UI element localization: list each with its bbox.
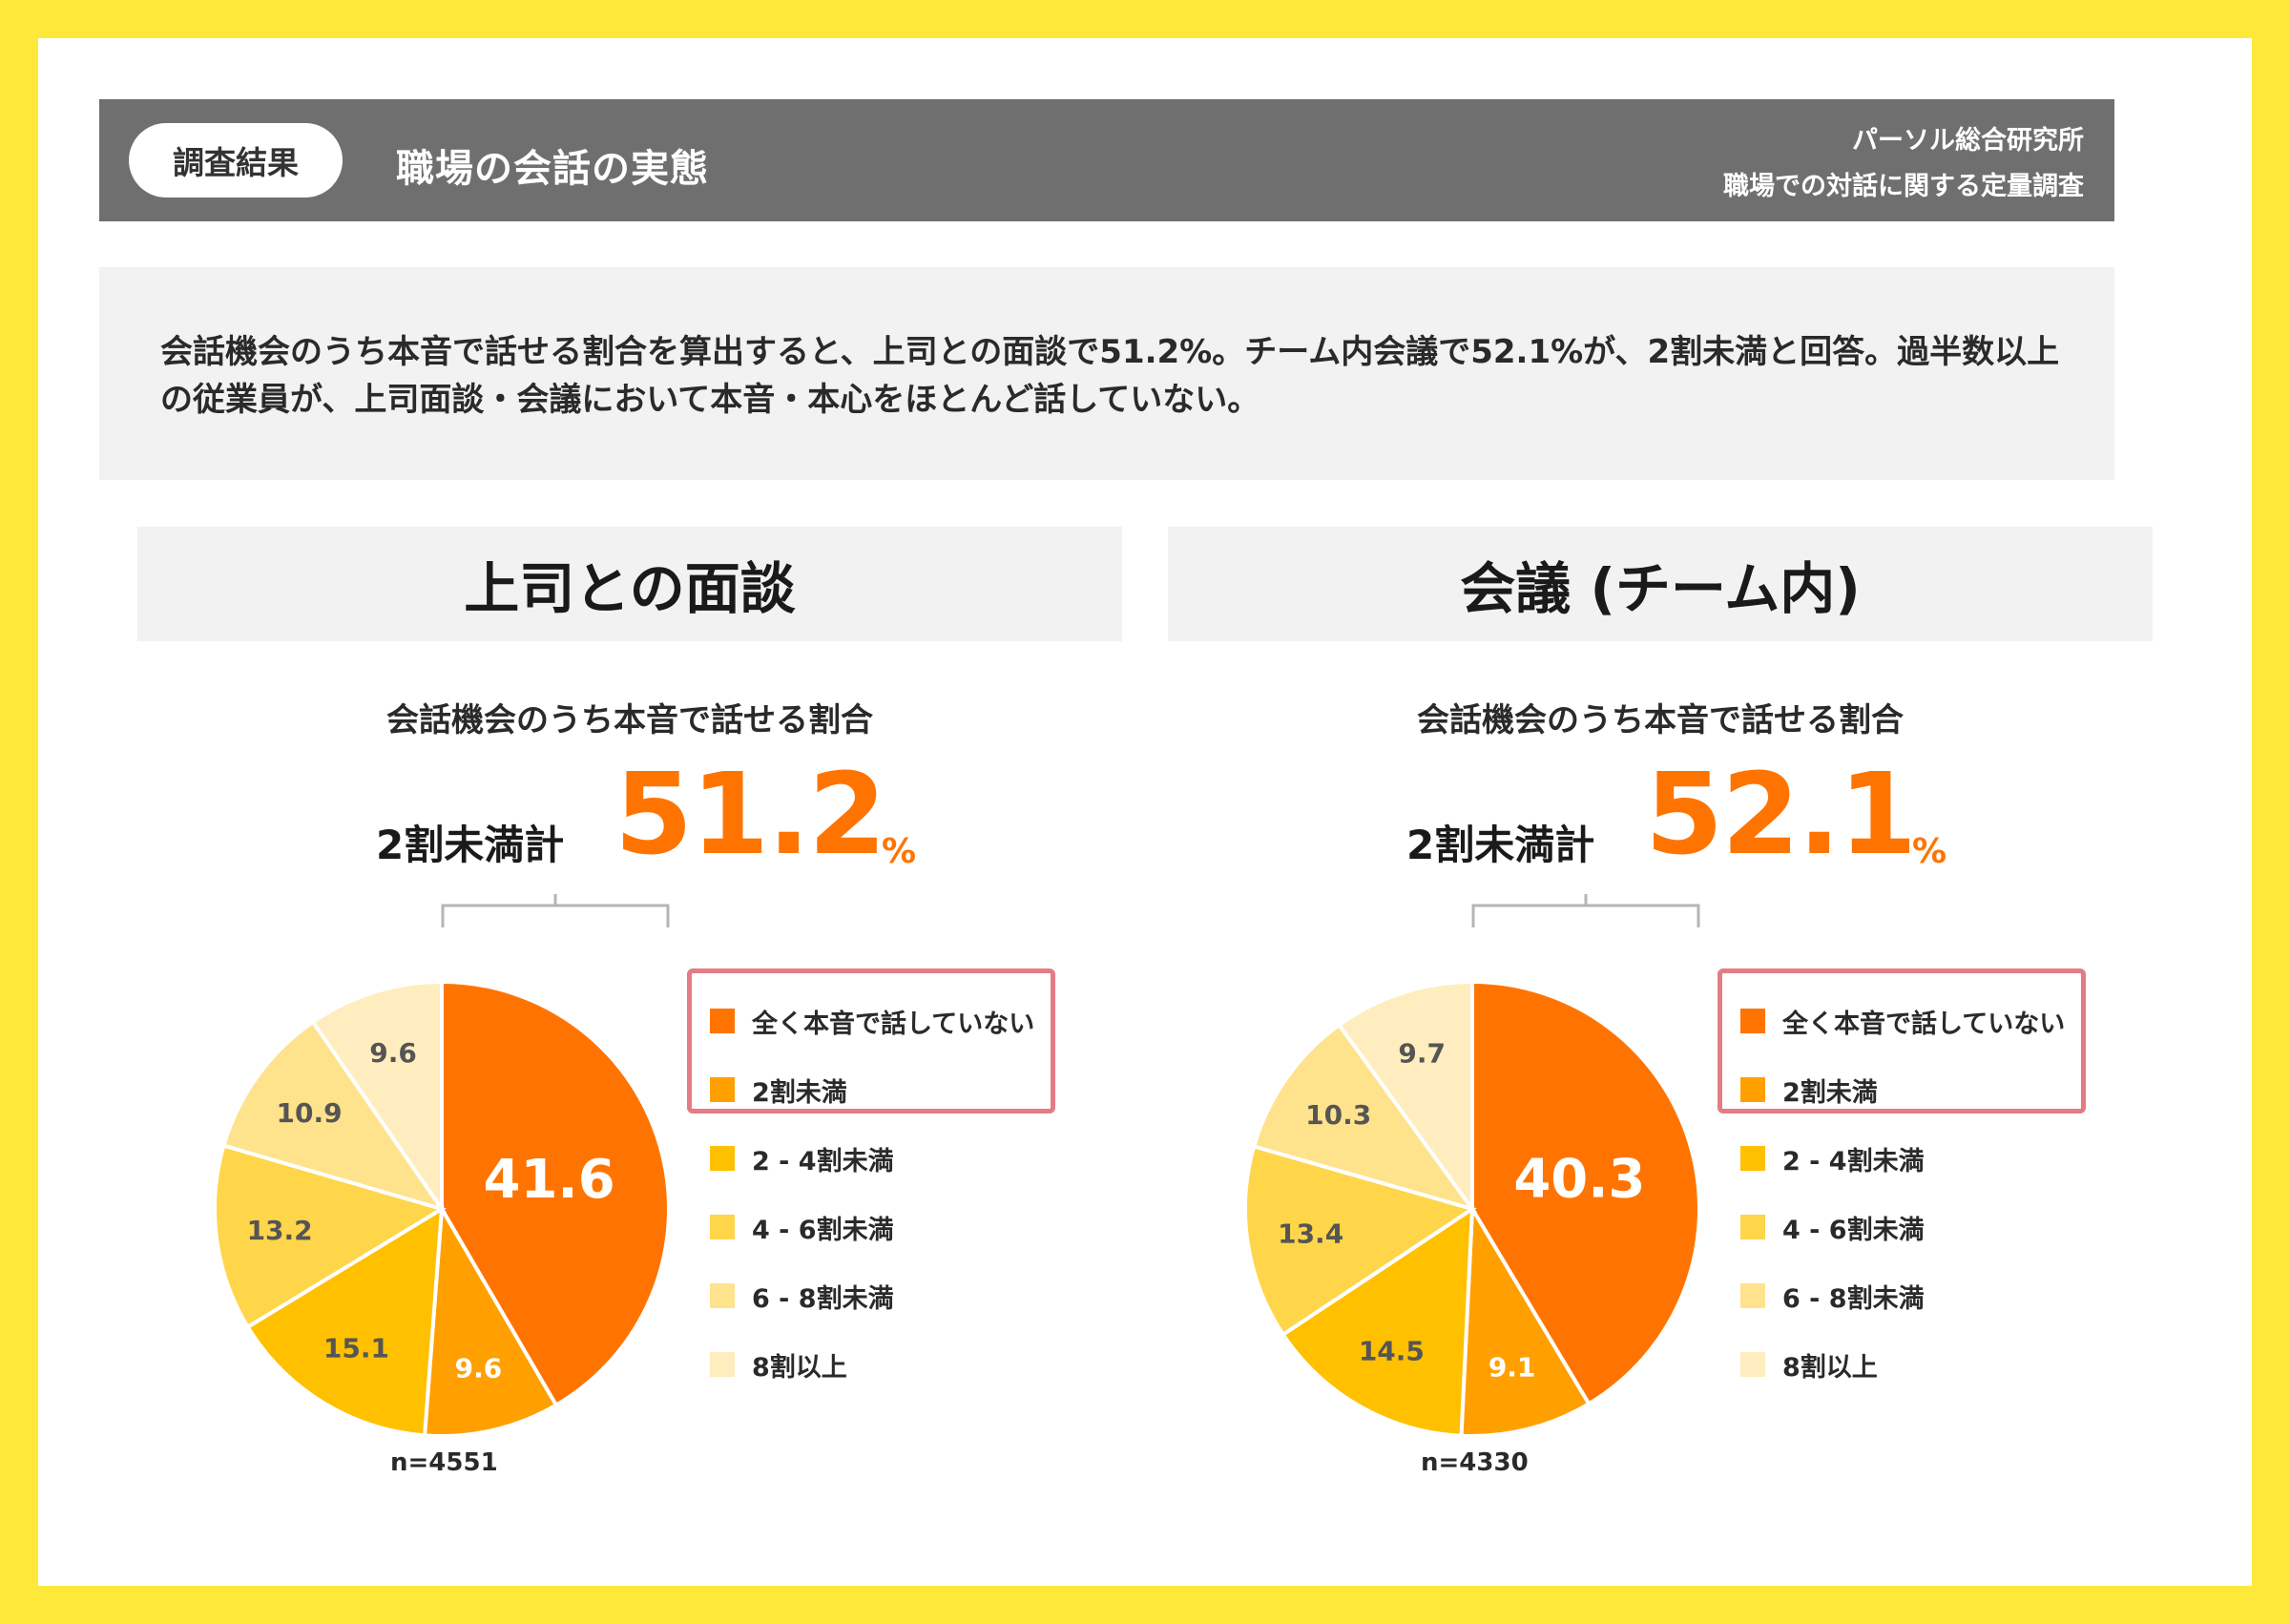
legend-swatch	[710, 1352, 735, 1377]
pie-slice	[1336, 979, 1474, 1216]
legend-item: 4 - 6割未満	[1740, 1210, 1925, 1245]
legend-swatch	[710, 1215, 735, 1239]
legend-label: 2割未満	[1782, 1077, 1878, 1108]
pie-slice	[213, 1143, 447, 1330]
legend-label: 4 - 6割未満	[1782, 1215, 1925, 1245]
pie-data-label: 10.3	[1305, 1099, 1371, 1131]
pie-slice	[244, 1205, 445, 1438]
legend-item: 全く本音で話していない	[1740, 1004, 2066, 1039]
legend-label: 6 - 8割未満	[752, 1283, 894, 1314]
result-badge: 調査結果	[129, 123, 343, 198]
legend-item: 2割未満	[710, 1072, 847, 1108]
legend-label: 全く本音で話していない	[1782, 1009, 2066, 1039]
legend-label: 2 - 4割未満	[752, 1146, 894, 1176]
pie-data-label: 15.1	[323, 1333, 389, 1364]
legend-swatch	[1740, 1077, 1765, 1102]
legend-item: 2 - 4割未満	[710, 1141, 894, 1176]
pie-chart: 40.3 9.1 14.5 13.4 10.3 9.7	[1243, 979, 1701, 1438]
pie-data-label: 9.7	[1398, 1037, 1446, 1069]
total-unit: %	[1912, 832, 1947, 871]
pie-slice	[1470, 979, 1701, 1406]
sample-size: n=4330	[1421, 1448, 1529, 1477]
chart-subtitle: 会話機会のうち本音で話せる割合	[1417, 701, 1904, 739]
source-info: パーソル総合研究所 職場での対話に関する定量調査	[1723, 118, 2084, 210]
panel-team-meeting: 会議 (チーム内) 会話機会のうち本音で話せる割合 2割未満計 52.1 % 4…	[1168, 527, 2153, 1481]
legend-swatch	[1740, 1215, 1765, 1239]
pie-data-label: 9.6	[455, 1352, 503, 1384]
legend-swatch	[1740, 1283, 1765, 1308]
legend-item: 4 - 6割未満	[710, 1210, 894, 1245]
pie-slice	[1459, 1202, 1592, 1438]
pie-slice	[310, 979, 444, 1216]
chart-subtitle: 会話機会のうち本音で話せる割合	[386, 701, 873, 739]
legend-label: 8割以上	[1782, 1352, 1878, 1383]
pie-slice	[1280, 1205, 1475, 1438]
header-bar: 調査結果 職場の会話の実態 パーソル総合研究所 職場での対話に関する定量調査	[99, 99, 2114, 221]
legend-swatch	[710, 1077, 735, 1102]
pie-data-label: 41.6	[483, 1149, 614, 1211]
legend-item: 2割未満	[1740, 1072, 1878, 1108]
legend-swatch	[710, 1009, 735, 1033]
legend-item: 2 - 4割未満	[1740, 1141, 1925, 1176]
pie-data-label: 10.9	[277, 1097, 343, 1129]
legend-label: 4 - 6割未満	[752, 1215, 894, 1245]
total-unit: %	[882, 832, 917, 871]
panel-title: 上司との面談	[137, 527, 1122, 641]
legend-label: 8割以上	[752, 1352, 847, 1383]
pie-data-label: 13.4	[1278, 1218, 1343, 1250]
legend-swatch	[710, 1283, 735, 1308]
total-value: 51.2	[614, 748, 886, 880]
legend-label: 2 - 4割未満	[1782, 1146, 1925, 1176]
total-label: 2割未満計	[1406, 822, 1595, 868]
panel-boss-interview: 上司との面談 会話機会のうち本音で話せる割合 2割未満計 51.2 % 41.6…	[137, 527, 1122, 1481]
legend-item: 全く本音で話していない	[710, 1004, 1035, 1039]
total-label: 2割未満計	[376, 822, 565, 868]
pie-data-label: 9.6	[369, 1037, 417, 1069]
pie-data-label: 40.3	[1513, 1148, 1645, 1210]
legend-swatch	[710, 1146, 735, 1171]
legend-item: 8割以上	[710, 1347, 847, 1383]
legend-swatch	[1740, 1009, 1765, 1033]
bracket	[1471, 894, 1700, 927]
pie-slice	[220, 1019, 447, 1213]
total-value: 52.1	[1645, 748, 1917, 880]
legend-highlight-box	[1718, 968, 2086, 1114]
legend-label: 全く本音で話していない	[752, 1009, 1035, 1039]
source-survey: 職場での対話に関する定量調査	[1723, 172, 2084, 201]
legend-highlight-box	[687, 968, 1055, 1114]
page-title: 職場の会話の実態	[396, 147, 709, 191]
summary-box: 会話機会のうち本音で話せる割合を算出すると、上司との面談で51.2%。チーム内会…	[99, 267, 2114, 480]
source-org: パーソル総合研究所	[1852, 126, 2084, 156]
pie-slice	[440, 979, 671, 1408]
pie-data-label: 14.5	[1359, 1335, 1425, 1366]
legend-swatch	[1740, 1146, 1765, 1171]
pie-chart: 41.6 9.6 15.1 13.2 10.9 9.6	[213, 979, 671, 1438]
legend-label: 6 - 8割未満	[1782, 1283, 1925, 1314]
legend-item: 6 - 8割未満	[710, 1279, 894, 1314]
panel-title: 会議 (チーム内)	[1168, 527, 2153, 641]
pie-slice	[422, 1202, 559, 1438]
pie-slice	[1251, 1022, 1478, 1213]
pie-data-label: 9.1	[1488, 1352, 1536, 1384]
legend-label: 2割未満	[752, 1077, 847, 1108]
bracket	[441, 894, 670, 927]
legend-item: 8割以上	[1740, 1347, 1878, 1383]
sample-size: n=4551	[390, 1448, 498, 1477]
legend-item: 6 - 8割未満	[1740, 1279, 1925, 1314]
legend-swatch	[1740, 1352, 1765, 1377]
summary-text: 会話機会のうち本音で話せる割合を算出すると、上司との面談で51.2%。チーム内会…	[160, 333, 2060, 419]
pie-data-label: 13.2	[247, 1215, 313, 1246]
